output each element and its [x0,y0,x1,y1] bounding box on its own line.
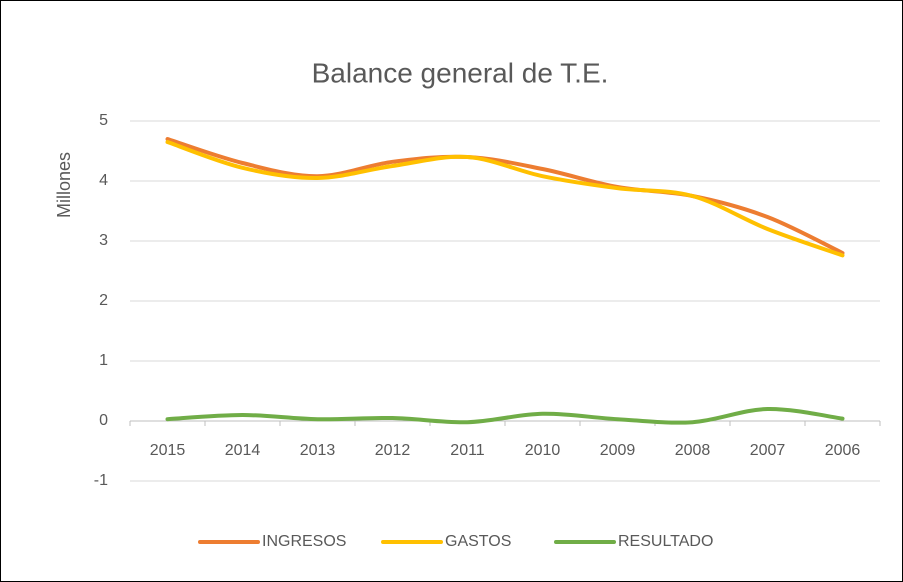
series-line [165,140,845,258]
y-tick-label: 4 [99,172,108,189]
y-tick-label: 3 [99,232,108,249]
x-tick-label: 2009 [600,442,636,459]
x-tick-label: 2010 [525,442,561,459]
y-tick-label: 2 [99,292,108,309]
y-tick-label: 5 [99,112,108,129]
x-tick-label: 2011 [450,442,485,459]
legend-label: GASTOS [445,533,511,550]
series-line [165,137,845,255]
x-tick-label: 2015 [150,442,186,459]
x-tick-label: 2008 [675,442,711,459]
y-axis-label: Millones [54,152,74,218]
legend-label: INGRESOS [262,533,346,550]
x-tick-label: 2007 [750,442,786,459]
x-tick-label: 2012 [375,442,411,459]
x-tick-label: 2014 [225,442,261,459]
x-tick-label: 2013 [300,442,336,459]
chart-title: Balance general de T.E. [312,57,609,88]
series-line [165,406,845,425]
legend-label: RESULTADO [618,533,713,550]
y-tick-label: 1 [99,352,108,369]
y-tick-label: -1 [94,472,108,489]
y-tick-label: 0 [99,412,108,429]
x-tick-label: 2006 [825,442,861,459]
